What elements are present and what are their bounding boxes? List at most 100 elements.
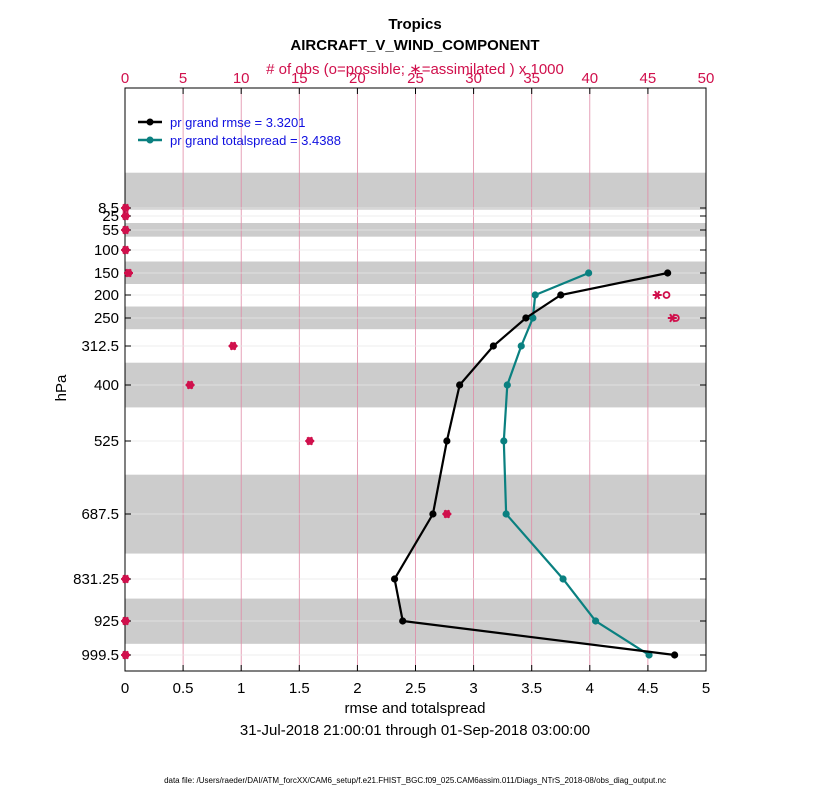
top-tick-label: 20 [349,70,366,87]
y-tick-label: 25 [102,208,119,225]
legend: pr grand rmse = 3.3201 pr grand totalspr… [138,115,341,148]
series-point-rmse [399,617,407,625]
top-tick-label: 10 [233,70,250,87]
chart-subtitle: AIRCRAFT_V_WIND_COMPONENT [290,37,539,54]
obs-star-stroke [122,650,129,660]
top-tick-label: 15 [291,70,308,87]
series-point-rmse [443,437,451,445]
obs-star-stroke [669,313,676,323]
obs-assimilated-marker [121,650,131,660]
chart-title: Tropics [388,16,441,33]
y-tick-label: 831.25 [73,571,119,588]
obs-assimilated-marker [228,341,238,351]
x-tick-label: 5 [702,680,710,697]
series-point-rmse [557,291,565,299]
y-tick-label: 100 [94,242,119,259]
series-point-totalspread [585,269,593,277]
series-point-totalspread [531,291,539,299]
obs-assimilated-marker [121,211,131,221]
series-point-totalspread [503,381,511,389]
y-tick-label: 250 [94,310,119,327]
obs-assimilated-marker [305,436,315,446]
obs-star-stroke [186,380,194,390]
top-tick-label: 35 [523,70,540,87]
obs-star-stroke [122,225,129,235]
y-tick-label: 400 [94,377,119,394]
series-point-rmse [429,510,437,518]
x-axis-label: rmse and totalspread [345,700,486,717]
obs-star-stroke [122,574,129,584]
top-tick-label: 25 [407,70,424,87]
obs-star-stroke [122,245,129,255]
footnote: data file: /Users/raeder/DAI/ATM_forcXX/… [164,776,666,785]
y-axis-label: hPa [53,374,70,401]
x-tick-label: 4.5 [637,680,658,697]
y-tick-label: 687.5 [81,506,119,523]
y-tick-label: 312.5 [81,338,119,355]
x-tick-label: 2.5 [405,680,426,697]
obs-assimilated-marker [667,313,677,323]
x-tick-label: 0.5 [173,680,194,697]
y-tick-label: 925 [94,613,119,630]
obs-star-stroke [229,341,237,351]
series-point-totalspread [592,617,600,625]
x-tick-label: 0 [121,680,129,697]
obs-assimilated-marker [121,616,131,626]
series-point-rmse [664,269,672,277]
series-point-totalspread [559,575,567,583]
gridlines [125,88,706,671]
x-tick-label: 1 [237,680,245,697]
obs-star-stroke [654,290,661,300]
x-tick-label: 3.5 [521,680,542,697]
obs-star-stroke [125,268,132,278]
legend-rmse-label: pr grand rmse = 3.3201 [170,115,306,130]
obs-star-stroke [306,436,313,446]
date-range: 31-Jul-2018 21:00:01 through 01-Sep-2018… [240,722,590,739]
obs-star-stroke [122,203,129,213]
y-tick-label: 999.5 [81,647,119,664]
series-point-rmse [671,651,679,659]
top-axis-label: # of obs (o=possible; ∗=assimilated ) x … [266,61,564,78]
legend-spread-marker [146,136,154,144]
series-point-totalspread [645,651,653,659]
obs-assimilated-marker [442,509,452,519]
x-tick-label: 1.5 [289,680,310,697]
obs-assimilated-marker [652,290,662,300]
y-tick-label: 8.5 [98,200,119,217]
top-tick-label: 5 [179,70,187,87]
series-point-rmse [489,342,497,350]
y-tick-label: 150 [94,265,119,282]
obs-star-stroke [122,616,129,626]
series-point-totalspread [502,510,510,518]
series-point-rmse [522,314,530,322]
top-tick-label: 30 [465,70,482,87]
obs-assimilated-marker [121,203,131,213]
legend-rmse-marker [146,118,154,126]
top-tick-label: 50 [698,70,715,87]
legend-spread-label: pr grand totalspread = 3.4388 [170,133,341,148]
series-point-totalspread [500,437,508,445]
obs-assimilated-marker [121,574,131,584]
x-tick-label: 3 [469,680,477,697]
obs-star-stroke [122,211,129,221]
x-tick-label: 4 [586,680,594,697]
series-line-totalspread [502,271,650,656]
series-point-rmse [456,381,464,389]
obs-possible-marker [662,291,671,299]
series-line-rmse [393,271,675,657]
obs-assimilated-marker [123,268,133,278]
top-tick-label: 45 [640,70,657,87]
obs-assimilated-marker [121,225,131,235]
y-tick-label: 525 [94,433,119,450]
series-point-totalspread [517,342,525,350]
data-marks [121,203,680,660]
top-tick-label: 40 [581,70,598,87]
y-tick-label: 200 [94,287,119,304]
obs-star-stroke [443,509,450,519]
series-point-totalspread [529,314,537,322]
obs-assimilated-marker [185,380,195,390]
obs-assimilated-marker [121,245,131,255]
y-tick-label: 55 [102,222,119,239]
x-tick-label: 2 [353,680,361,697]
